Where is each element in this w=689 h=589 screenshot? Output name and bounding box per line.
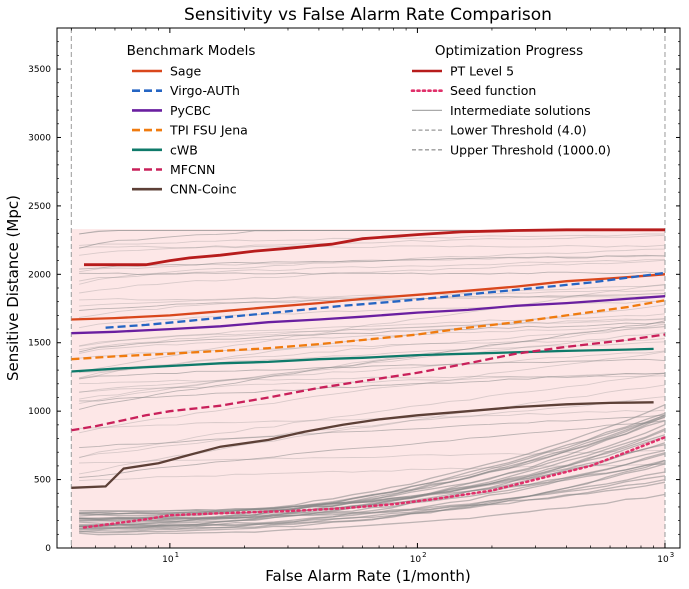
intermediate-curve [79, 442, 666, 522]
intermediate-curve [79, 414, 666, 449]
intermediate-curve [79, 463, 666, 534]
intermediate-curve [79, 372, 666, 402]
intermediate-curve [79, 350, 666, 394]
y-tick-label: 1000 [28, 407, 51, 417]
y-tick-label: 3500 [28, 65, 51, 75]
benchmark-legend-label: PyCBC [170, 103, 211, 118]
intermediate-curve [79, 452, 666, 528]
intermediate-curve [78, 320, 666, 410]
intermediate-curve [78, 322, 666, 353]
intermediate-curve [79, 244, 666, 249]
optimization-legend-label: Intermediate solutions [450, 103, 591, 118]
series-line-cwb [71, 347, 654, 373]
series-line-seed-function [82, 435, 667, 529]
benchmark-legend-label: TPI FSU Jena [169, 123, 248, 138]
series-line-pycbc [71, 295, 666, 335]
intermediate-curve [79, 493, 666, 536]
intermediate-curve [79, 271, 666, 275]
intermediate-curve [79, 255, 666, 273]
x-tick-exponent: 1 [175, 551, 179, 559]
chart-title: Sensitivity vs False Alarm Rate Comparis… [184, 5, 552, 25]
benchmark-legend-label: MFCNN [170, 162, 215, 177]
intermediate-curve [79, 284, 666, 318]
y-tick-label: 1500 [28, 339, 51, 349]
optimization-legend-label: Seed function [450, 83, 536, 98]
intermediate-curve [79, 259, 666, 294]
x-tick-exponent: 3 [670, 551, 674, 559]
series-group [71, 228, 667, 529]
intermediate-curve [79, 332, 666, 400]
x-tick-label: 10 [410, 555, 422, 565]
x-tick-label: 10 [657, 555, 669, 565]
intermediate-curve [79, 434, 666, 520]
intermediate-curve [79, 358, 666, 380]
intermediate-curve [79, 372, 666, 393]
y-tick-label: 500 [34, 476, 51, 486]
y-tick-label: 0 [45, 544, 51, 554]
plot-area [56, 27, 681, 549]
series-line-pt-level-5 [84, 228, 665, 267]
y-axis-label: Sensitive Distance (Mpc) [4, 195, 22, 381]
optimization-legend-label: Lower Threshold (4.0) [450, 123, 587, 138]
y-tick-label: 3000 [28, 133, 51, 143]
intermediate-curve [79, 317, 666, 351]
intermediate-curve [79, 318, 666, 347]
series-line-tpi-fsu-jena [71, 299, 666, 361]
y-tick-label: 2500 [28, 202, 51, 212]
series-line-mfcnn [71, 333, 666, 432]
series-line-sage [71, 273, 666, 321]
benchmark-legend-label: Virgo-AUTh [170, 83, 240, 98]
intermediate-solutions [78, 230, 666, 536]
benchmark-legend: Benchmark Models Sage Virgo-AUTh PyCBC TPI … [127, 43, 256, 197]
intermediate-curve [79, 471, 666, 530]
series-line-virgo-auth [105, 271, 666, 329]
intermediate-curve [79, 449, 666, 464]
intermediate-curve [79, 259, 665, 282]
intermediate-curve [79, 313, 666, 347]
intermediate-curve [79, 462, 666, 514]
x-tick-label: 10 [162, 555, 174, 565]
intermediate-curve [79, 326, 666, 354]
optimization-legend-title: Optimization Progress [435, 43, 583, 59]
optimization-legend-label: PT Level 5 [450, 64, 514, 79]
intermediate-curve [79, 428, 666, 525]
benchmark-legend-title: Benchmark Models [127, 43, 256, 59]
intermediate-curve [79, 283, 666, 373]
x-tick-exponent: 2 [422, 551, 426, 559]
benchmark-legend-label: CNN-Coinc [170, 182, 237, 197]
intermediate-curve [79, 323, 666, 405]
intermediate-curve [79, 234, 666, 256]
intermediate-curve [79, 351, 666, 434]
x-axis-label: False Alarm Rate (1/month) [265, 567, 470, 585]
intermediate-curve [79, 254, 666, 270]
optimization-legend: Optimization Progress PT Level 5 Seed fun… [410, 43, 611, 157]
intermediate-curve [79, 293, 666, 311]
intermediate-curve [78, 372, 666, 459]
benchmark-legend-label: cWB [170, 142, 198, 157]
intermediate-curve [79, 420, 666, 478]
intermediate-curve [79, 289, 666, 307]
y-axis-ticks: 0 500 1000 1500 2000 2500 3000 3500 [28, 41, 680, 554]
intermediate-curve [79, 409, 666, 429]
optimization-legend-label: Upper Threshold (1000.0) [450, 142, 611, 157]
intermediate-curve [79, 459, 666, 526]
x-axis-ticks: 10 1 10 2 10 3 [71, 28, 674, 565]
intermediate-curve [79, 384, 666, 475]
benchmark-legend-label: Sage [170, 64, 202, 79]
series-line-cnn-coinc [71, 401, 654, 489]
intermediate-curve [79, 396, 666, 458]
intermediate-curve [79, 338, 666, 359]
y-tick-label: 2000 [28, 270, 51, 280]
